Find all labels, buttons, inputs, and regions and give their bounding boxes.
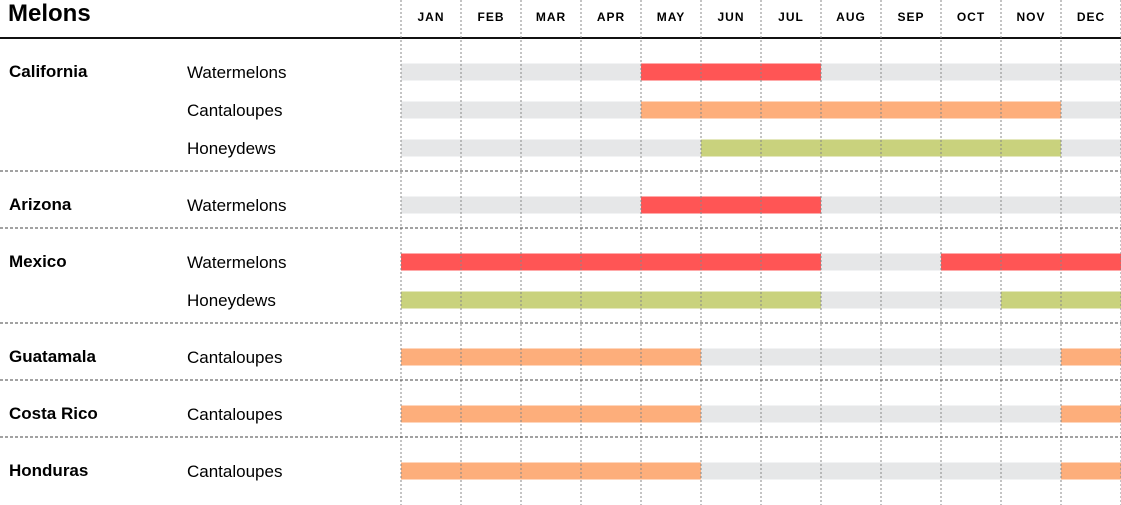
season-cell-honduras-cantaloupes-dec (1061, 462, 1121, 480)
product-label: Cantaloupes (187, 101, 282, 120)
season-cell-california-honeydews-jun (701, 139, 761, 157)
season-cell-california-cantaloupes-aug (821, 101, 881, 119)
season-cell-guatamala-cantaloupes-may (641, 348, 701, 366)
season-cell-california-cantaloupes-nov (1001, 101, 1061, 119)
season-cell-mexico-watermelons-nov (1001, 253, 1061, 271)
season-cell-guatamala-cantaloupes-mar (521, 348, 581, 366)
product-label: Cantaloupes (187, 348, 282, 367)
season-cell-california-honeydews-aug (821, 139, 881, 157)
season-cell-mexico-watermelons-jun (701, 253, 761, 271)
season-cell-arizona-watermelons-jun (701, 196, 761, 214)
season-cell-california-watermelons-may (641, 63, 701, 81)
season-cell-mexico-watermelons-feb (461, 253, 521, 271)
season-cell-mexico-honeydews-may (641, 291, 701, 309)
month-label-mar: MAR (536, 10, 566, 24)
season-cell-california-cantaloupes-oct (941, 101, 1001, 119)
season-cell-mexico-honeydews-dec (1061, 291, 1121, 309)
season-cell-california-honeydews-oct (941, 139, 1001, 157)
season-cell-mexico-honeydews-feb (461, 291, 521, 309)
season-cell-honduras-cantaloupes-may (641, 462, 701, 480)
season-cell-mexico-watermelons-dec (1061, 253, 1121, 271)
season-cell-arizona-watermelons-jul (761, 196, 821, 214)
region-label-honduras: Honduras (9, 461, 88, 480)
month-label-jan: JAN (417, 10, 444, 24)
season-cell-mexico-watermelons-may (641, 253, 701, 271)
season-cell-mexico-honeydews-jul (761, 291, 821, 309)
region-label-guatamala: Guatamala (9, 347, 96, 366)
season-cell-arizona-watermelons-may (641, 196, 701, 214)
season-cell-costa-rico-cantaloupes-mar (521, 405, 581, 423)
season-cell-mexico-watermelons-apr (581, 253, 641, 271)
season-cell-guatamala-cantaloupes-apr (581, 348, 641, 366)
season-cell-california-cantaloupes-may (641, 101, 701, 119)
region-label-costa-rico: Costa Rico (9, 404, 98, 423)
month-label-may: MAY (657, 10, 686, 24)
season-cell-california-cantaloupes-sep (881, 101, 941, 119)
season-cell-california-honeydews-nov (1001, 139, 1061, 157)
season-cell-costa-rico-cantaloupes-jan (401, 405, 461, 423)
month-label-sep: SEP (897, 10, 924, 24)
product-label: Watermelons (187, 253, 287, 272)
season-cell-california-watermelons-jun (701, 63, 761, 81)
season-cell-mexico-honeydews-jun (701, 291, 761, 309)
season-cell-honduras-cantaloupes-jan (401, 462, 461, 480)
product-label: Cantaloupes (187, 405, 282, 424)
region-label-mexico: Mexico (9, 252, 67, 271)
month-label-feb: FEB (478, 10, 505, 24)
month-label-jun: JUN (717, 10, 744, 24)
season-cell-mexico-honeydews-jan (401, 291, 461, 309)
product-label: Honeydews (187, 291, 276, 310)
season-cell-california-cantaloupes-jun (701, 101, 761, 119)
season-cell-mexico-watermelons-oct (941, 253, 1001, 271)
month-label-aug: AUG (836, 10, 866, 24)
season-cell-california-honeydews-sep (881, 139, 941, 157)
season-cell-costa-rico-cantaloupes-dec (1061, 405, 1121, 423)
season-cell-costa-rico-cantaloupes-feb (461, 405, 521, 423)
season-cell-honduras-cantaloupes-mar (521, 462, 581, 480)
month-label-jul: JUL (778, 10, 804, 24)
product-label: Watermelons (187, 63, 287, 82)
season-cell-honduras-cantaloupes-apr (581, 462, 641, 480)
season-cell-california-watermelons-jul (761, 63, 821, 81)
region-label-california: California (9, 62, 88, 81)
season-cell-mexico-watermelons-jan (401, 253, 461, 271)
chart-title: Melons (8, 0, 91, 27)
season-cell-honduras-cantaloupes-feb (461, 462, 521, 480)
product-label: Watermelons (187, 196, 287, 215)
season-cell-costa-rico-cantaloupes-apr (581, 405, 641, 423)
season-cell-mexico-watermelons-mar (521, 253, 581, 271)
month-label-apr: APR (597, 10, 625, 24)
season-cell-mexico-honeydews-nov (1001, 291, 1061, 309)
product-label: Honeydews (187, 139, 276, 158)
season-cell-guatamala-cantaloupes-dec (1061, 348, 1121, 366)
season-cell-california-cantaloupes-jul (761, 101, 821, 119)
season-cell-mexico-honeydews-apr (581, 291, 641, 309)
month-label-dec: DEC (1077, 10, 1105, 24)
product-label: Cantaloupes (187, 462, 282, 481)
season-cell-mexico-watermelons-jul (761, 253, 821, 271)
season-cell-california-honeydews-jul (761, 139, 821, 157)
season-cell-costa-rico-cantaloupes-may (641, 405, 701, 423)
season-cell-mexico-honeydews-mar (521, 291, 581, 309)
month-label-nov: NOV (1016, 10, 1045, 24)
season-cell-guatamala-cantaloupes-feb (461, 348, 521, 366)
season-cell-guatamala-cantaloupes-jan (401, 348, 461, 366)
month-label-oct: OCT (957, 10, 985, 24)
region-label-arizona: Arizona (9, 195, 72, 214)
